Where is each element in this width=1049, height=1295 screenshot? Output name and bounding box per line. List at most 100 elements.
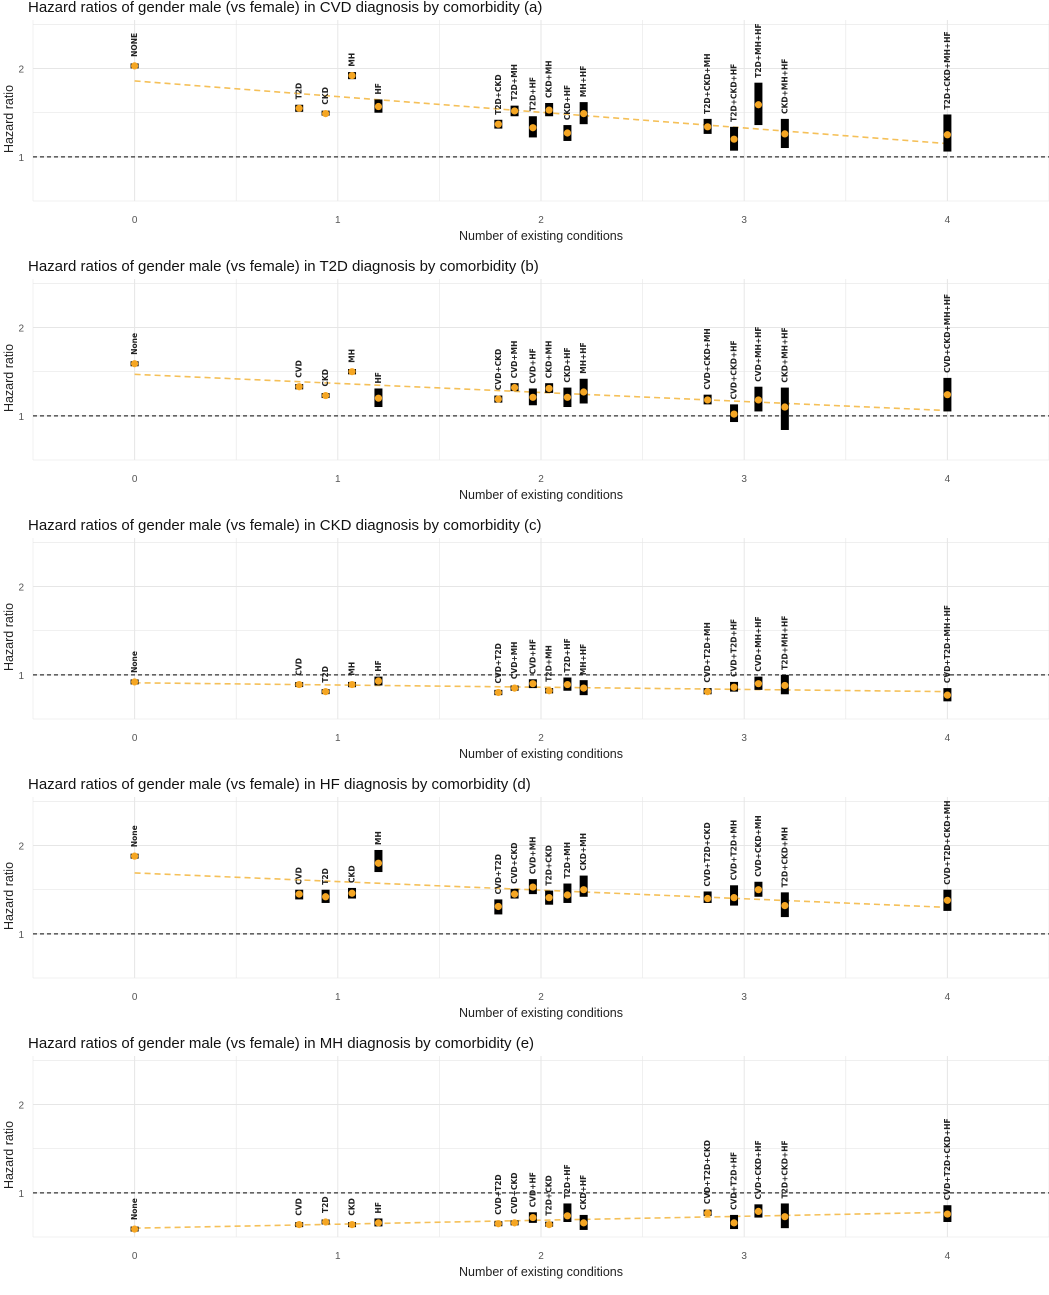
point-label: CKD+MH (579, 833, 588, 871)
y-tick-label: 1 (18, 153, 24, 164)
x-tick-label: 4 (945, 992, 951, 1003)
point-label: CVD+T2D+MH (730, 820, 739, 880)
point-label: CKD (348, 865, 357, 883)
hr-point (374, 1219, 383, 1227)
hr-point (943, 1210, 952, 1218)
chart-panel: None CVD T2D CKD HF CVD+T2D CVD+CKD CVD+HF T2D+C… (0, 1036, 1049, 1295)
x-axis-label: Number of existing conditions (459, 1006, 623, 1020)
point-label: T2D (295, 83, 304, 100)
hr-point (563, 680, 572, 689)
chart-svg: None CVD T2D CKD HF CVD+T2D CVD+CKD CVD+HF T2D+C… (2, 1036, 1049, 1279)
point-label: CVD+CKD+MH+HF (943, 294, 952, 373)
chart-svg: None CVD T2D MH HF CVD+T2D CVD+MH CVD+HF T2D+MH T… (2, 518, 1049, 761)
y-tick-label: 2 (18, 324, 24, 335)
point-label: MH (348, 349, 357, 363)
x-tick-label: 0 (132, 733, 138, 744)
hr-point (545, 106, 553, 114)
point-label: CVD+CKD (510, 842, 519, 883)
chart-panel: None CVD T2D MH HF CVD+T2D CVD+MH CVD+HF T2D+MH T… (0, 518, 1049, 777)
x-tick-label: 1 (335, 992, 341, 1003)
y-axis-label: Hazard ratio (2, 85, 16, 153)
hr-point (563, 129, 572, 137)
point-label: HF (374, 83, 383, 94)
point-label: CVD+T2D+CKD (703, 1140, 712, 1204)
gridlines (32, 1056, 1049, 1238)
chart-title: Hazard ratios of gender male (vs female)… (28, 259, 539, 275)
hr-point (545, 687, 553, 695)
hr-point (348, 1221, 356, 1229)
point-label: None (130, 651, 139, 673)
point-label: CVD+T2D (494, 1174, 503, 1214)
hr-point (730, 410, 738, 418)
hr-point (529, 1213, 537, 1222)
x-tick-label: 1 (335, 1251, 341, 1262)
point-label: CVD+MH (510, 341, 519, 379)
point-label: CKD+HF (579, 1175, 588, 1210)
hr-point (754, 680, 763, 688)
point-label: CVD+CKD+MH (703, 328, 712, 389)
hr-point (781, 1213, 789, 1221)
hr-point (545, 384, 553, 393)
hr-point (295, 890, 303, 898)
point-label: CKD+HF (563, 347, 572, 382)
point-label: T2D+CKD (545, 1175, 554, 1215)
x-tick-label: 4 (945, 733, 951, 744)
point-label: T2D+HF (528, 77, 537, 111)
gridlines (32, 20, 1049, 202)
y-tick-label: 2 (18, 65, 24, 76)
point-label: MH (348, 662, 357, 676)
hr-point (730, 894, 738, 902)
point-label: CVD+CKD (494, 349, 503, 390)
hr-point (754, 396, 763, 404)
trend-line (134, 872, 948, 909)
y-tick-label: 2 (18, 842, 24, 853)
x-tick-label: 4 (945, 215, 951, 226)
point-label: T2D (321, 666, 330, 683)
hr-point (580, 388, 588, 396)
x-tick-label: 2 (538, 474, 544, 485)
chart-svg: None CVD CKD MH HF CVD+CKD CVD+MH CVD+HF CKD+MH C… (2, 259, 1049, 502)
hr-point (754, 1207, 763, 1215)
point-label: CVD (295, 1198, 304, 1216)
y-axis-label: Hazard ratio (2, 344, 16, 412)
point-label: CVD+HF (528, 639, 537, 674)
gridlines (32, 797, 1049, 979)
point-label: CVD+T2D+MH+HF (943, 605, 952, 683)
x-tick-label: 3 (741, 733, 747, 744)
point-label: T2D+CKD (545, 845, 554, 885)
point-label: CKD (321, 369, 330, 387)
point-label: CVD+MH (528, 837, 537, 875)
hr-point (131, 62, 139, 70)
point-label: T2D+CKD (494, 74, 503, 114)
hr-point (322, 893, 330, 901)
hr-point (754, 886, 763, 894)
point-label: CKD (321, 87, 330, 105)
hr-point (322, 391, 330, 400)
point-label: T2D+CKD+HF (780, 1140, 789, 1198)
hr-point (295, 104, 303, 112)
trend-line (134, 1211, 948, 1229)
hr-point (704, 123, 712, 131)
hr-point (704, 894, 712, 903)
point-label: T2D+CKD+HF (730, 64, 739, 122)
hr-point (348, 368, 356, 376)
hr-point (131, 360, 139, 368)
point-label: HF (374, 372, 383, 383)
hr-point (494, 1220, 502, 1228)
hr-point (295, 383, 303, 391)
hr-point (704, 1209, 712, 1217)
hr-point (374, 394, 383, 402)
point-label: CKD (348, 1198, 357, 1216)
x-axis-label: Number of existing conditions (459, 747, 623, 761)
x-tick-label: 3 (741, 1251, 747, 1262)
trend-line (134, 682, 948, 693)
point-label: CKD+MH+HF (780, 327, 789, 382)
x-tick-label: 3 (741, 215, 747, 226)
point-label: T2D+HF (563, 638, 572, 672)
point-label: None (130, 825, 139, 847)
point-label: T2D+MH (510, 64, 519, 101)
point-label: CVD+T2D+CKD+MH (943, 800, 952, 884)
y-tick-label: 1 (18, 671, 24, 682)
y-tick-label: 2 (18, 583, 24, 594)
hr-point (580, 1219, 588, 1227)
